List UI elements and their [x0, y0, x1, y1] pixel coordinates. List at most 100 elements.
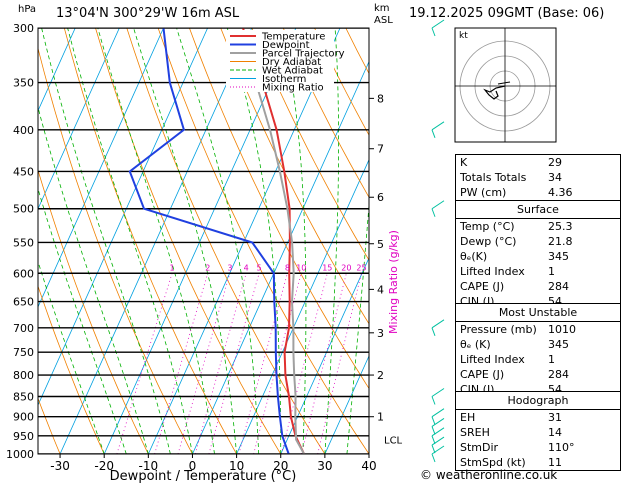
table-row: Dewp (°C) 21.8 — [456, 234, 620, 249]
wet-adiabat-line — [176, 28, 260, 454]
storm-motion-marker — [497, 81, 511, 85]
isotherm-line — [192, 60, 369, 454]
mixing-ratio-line — [280, 273, 328, 454]
hodograph-frame — [454, 27, 557, 143]
altitude-tick-label: 7 — [377, 143, 384, 156]
x-tick-label: -20 — [94, 459, 114, 473]
wind-barb-flag — [431, 444, 436, 454]
hodograph-panel: Hodograph EH 31 SREH 14 StmDir 110° StmSpd (kt)… — [455, 391, 621, 471]
mixing-ratio-label: 1 — [170, 263, 175, 272]
altitude-tick-label: 4 — [377, 283, 384, 296]
row-label: StmSpd (kt) — [460, 456, 526, 469]
mixing-ratio-line — [208, 273, 260, 454]
wind-barb-staff — [431, 417, 445, 427]
panel-title: Surface — [456, 201, 620, 219]
legend-entry: Mixing Ratio — [262, 83, 324, 94]
panel-title: Hodograph — [456, 392, 620, 410]
wind-barb — [431, 408, 445, 425]
row-label: Totals Totals — [460, 171, 527, 184]
surface-panel: Surface Temp (°C) 25.3 Dewp (°C) 21.8 θₑ(K) 34… — [455, 200, 621, 310]
pressure-tick-label: 300 — [13, 22, 34, 35]
x-tick-label: 10 — [229, 459, 244, 473]
altitude-tick-label: 5 — [377, 238, 384, 251]
wind-barb — [431, 436, 445, 454]
dry-adiabat-line — [251, 28, 369, 261]
row-value: 21.8 — [548, 235, 573, 248]
row-value: 284 — [548, 368, 569, 381]
wet-adiabat-line — [41, 28, 171, 454]
table-row: Lifted Index 1 — [456, 352, 620, 367]
legend-entry: Temperature — [261, 32, 325, 43]
row-value: 345 — [548, 250, 569, 263]
table-row: CAPE (J) 284 — [456, 279, 620, 294]
row-label: Lifted Index — [460, 353, 525, 366]
row-label: θₑ (K) — [460, 338, 491, 351]
most-unstable-panel: Most Unstable Pressure (mb) 1010 θₑ (K) 345 L… — [455, 303, 621, 398]
pressure-tick-label: 800 — [13, 369, 34, 382]
wet-adiabat-line — [67, 28, 193, 454]
wind-barb — [431, 417, 445, 435]
x-tick-label: 20 — [273, 459, 288, 473]
isotherm-line — [236, 158, 369, 454]
row-value: 14 — [548, 426, 562, 439]
isotherm-line — [38, 28, 120, 210]
pressure-tick-label: 700 — [13, 322, 34, 335]
wet-adiabat-line — [226, 28, 282, 454]
row-label: EH — [460, 411, 476, 424]
wind-barb — [431, 427, 445, 445]
row-label: K — [460, 156, 468, 169]
x-tick-label: -10 — [139, 459, 159, 473]
isotherm-line — [38, 28, 76, 112]
km-unit: km — [374, 3, 390, 14]
temperature-line — [241, 28, 306, 454]
dry-adiabat-line — [38, 397, 61, 454]
wind-barb-staff — [431, 319, 445, 329]
wind-barb-staff — [431, 121, 445, 131]
row-value: 29 — [548, 156, 562, 169]
isotherm-line — [103, 28, 297, 454]
mixing-ratio-line — [154, 273, 209, 454]
mixing-ratio-label: 2 — [205, 263, 210, 272]
row-value: 4.36 — [548, 186, 573, 199]
row-label: PW (cm) — [460, 186, 507, 199]
asl-unit: ASL — [374, 15, 393, 26]
pressure-tick-label: 900 — [13, 411, 34, 424]
indices-panel: K 29 Totals Totals 34 PW (cm) 4.36 — [455, 154, 621, 201]
isotherm-line — [324, 354, 369, 454]
table-row: StmSpd (kt) 11 — [456, 455, 620, 470]
wind-barb — [431, 121, 445, 138]
row-value: 1 — [548, 353, 555, 366]
table-row: θₑ (K) 345 — [456, 337, 620, 352]
wind-barb — [431, 200, 445, 217]
wind-barb-flag — [431, 396, 436, 405]
row-label: CAPE (J) — [460, 280, 505, 293]
row-value: 110° — [548, 441, 575, 454]
wind-barb — [431, 445, 445, 463]
legend-entry: Dewpoint — [262, 40, 310, 51]
wind-barb-flag — [431, 416, 436, 425]
hodograph-trace — [483, 85, 506, 100]
wind-barb-flag — [431, 129, 436, 138]
plot-frame — [37, 27, 370, 455]
isotherm-line — [38, 28, 164, 308]
wind-barb-flag — [431, 208, 436, 217]
wind-barb-staff — [431, 427, 445, 437]
wind-barb-flag — [431, 327, 436, 336]
mixing-ratio-label: 5 — [257, 263, 262, 272]
wet-adiabat-line — [346, 200, 369, 454]
wind-barb-staff — [431, 388, 445, 397]
pressure-tick-label: 950 — [13, 430, 34, 443]
wind-barb-flag — [431, 426, 436, 435]
pressure-tick-label: 450 — [13, 165, 34, 178]
altitude-tick-label: 2 — [377, 369, 384, 382]
dry-adiabat-line — [282, 28, 369, 199]
dry-adiabat-line — [63, 28, 237, 454]
legend-entry: Parcel Trajectory — [262, 49, 345, 60]
pressure-tick-label: 350 — [13, 77, 34, 90]
x-tick-label: -30 — [50, 459, 70, 473]
isotherm-line — [280, 256, 369, 454]
altitude-tick-label: 1 — [377, 411, 384, 424]
altitude-unit-label: km ASL — [374, 3, 393, 27]
location-title: 13°04'N 300°29'W 16m ASL — [56, 6, 240, 21]
row-value: 31 — [548, 411, 562, 424]
